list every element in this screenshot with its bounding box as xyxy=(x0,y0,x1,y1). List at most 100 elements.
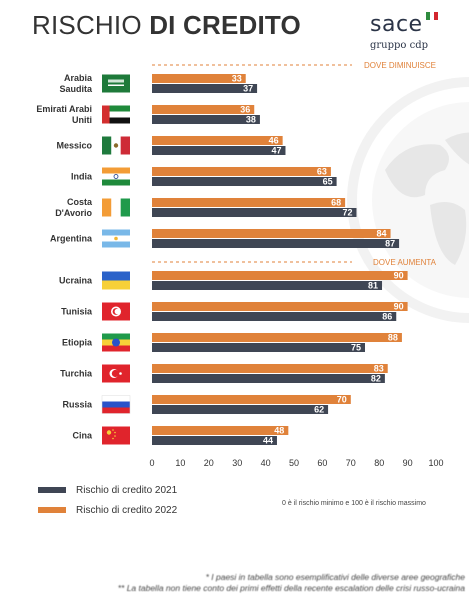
bar-2022 xyxy=(152,167,331,176)
title-light: RISCHIO xyxy=(32,10,142,40)
data-label-2022: 33 xyxy=(232,74,242,84)
bar-2022 xyxy=(152,74,246,83)
bar-2021 xyxy=(152,343,365,352)
x-tick-label: 90 xyxy=(403,458,413,468)
country-label: Ucraina xyxy=(59,276,93,286)
globe-land xyxy=(385,144,449,198)
data-label-2021: 72 xyxy=(342,208,352,218)
italy-flag-icon xyxy=(426,12,438,20)
bar-2021 xyxy=(152,281,383,290)
globe-disc xyxy=(372,102,469,298)
country-label: India xyxy=(71,172,93,182)
chart-legend: Rischio di credito 2021 Rischio di credi… xyxy=(38,482,177,522)
russia-flag-icon xyxy=(101,395,131,414)
data-label-2022: 48 xyxy=(274,426,284,436)
country-label: Arabia Saudita xyxy=(59,73,93,94)
legend-swatch-2022 xyxy=(38,507,66,513)
globe-ring xyxy=(347,77,469,323)
data-label-2021: 38 xyxy=(246,115,256,125)
data-label-2022: 63 xyxy=(317,167,327,177)
bar-2022 xyxy=(152,271,408,280)
section-label: DOVE DIMINUISCE xyxy=(364,61,436,70)
globe-land xyxy=(445,132,469,165)
title-bold: DI CREDITO xyxy=(149,10,301,40)
country-label: Argentina xyxy=(50,234,93,244)
x-tick-label: 0 xyxy=(149,458,154,468)
globe-land xyxy=(430,201,467,265)
uae-flag-icon xyxy=(102,105,130,124)
data-label-2021: 81 xyxy=(368,281,378,291)
bar-2021 xyxy=(152,239,400,248)
x-tick-label: 60 xyxy=(317,458,327,468)
country-label: Tunisia xyxy=(61,307,93,317)
data-label-2022: 83 xyxy=(374,364,384,374)
saudi-arabia-flag-icon xyxy=(102,74,130,93)
bar-2021 xyxy=(152,436,277,445)
globe-icon xyxy=(347,77,469,323)
data-label-2021: 65 xyxy=(323,177,333,187)
data-label-2022: 88 xyxy=(388,333,398,343)
section-label: DOVE AUMENTA xyxy=(373,258,437,267)
data-label-2021: 47 xyxy=(271,146,281,156)
sace-logo: sace gruppo cdp xyxy=(366,10,466,58)
bar-2022 xyxy=(152,395,351,404)
bar-2022 xyxy=(152,364,388,373)
x-tick-label: 30 xyxy=(232,458,242,468)
data-label-2021: 62 xyxy=(314,405,324,415)
data-label-2022: 36 xyxy=(240,105,250,115)
bar-2022 xyxy=(152,105,255,114)
logo-word: sace xyxy=(370,12,423,37)
data-label-2021: 75 xyxy=(351,343,361,353)
country-label: Cina xyxy=(72,431,92,441)
turkey-flag-icon xyxy=(102,364,130,383)
x-tick-label: 70 xyxy=(346,458,356,468)
data-label-2021: 87 xyxy=(385,239,395,249)
china-flag-icon xyxy=(102,426,130,445)
argentina-flag-icon xyxy=(102,229,130,248)
data-label-2021: 37 xyxy=(243,84,253,94)
bar-2021 xyxy=(152,405,329,414)
bar-2022 xyxy=(152,302,408,311)
bar-2022 xyxy=(152,136,283,145)
ivory-coast-flag-icon xyxy=(102,198,130,217)
ethiopia-flag-icon xyxy=(102,333,130,352)
bar-2022 xyxy=(152,333,402,342)
footnote-1: * I paesi in tabella sono esemplificativ… xyxy=(205,572,465,582)
ukraine-flag-icon xyxy=(102,271,130,290)
legend-label-2022: Rischio di credito 2022 xyxy=(76,504,178,516)
x-tick-label: 50 xyxy=(289,458,299,468)
country-label: Russia xyxy=(62,400,93,410)
data-label-2021: 86 xyxy=(382,312,392,322)
footnotes: * I paesi in tabella sono esemplificativ… xyxy=(118,572,465,594)
bar-2021 xyxy=(152,84,258,93)
data-label-2022: 46 xyxy=(269,136,279,146)
x-tick-label: 10 xyxy=(175,458,185,468)
india-flag-icon xyxy=(102,167,130,186)
bar-2022 xyxy=(152,198,346,207)
legend-label-2021: Rischio di credito 2021 xyxy=(76,484,178,496)
mexico-flag-icon xyxy=(102,136,130,155)
page-title: RISCHIO DI CREDITO xyxy=(32,10,301,41)
bar-2021 xyxy=(152,374,385,383)
logo-subtitle: gruppo cdp xyxy=(370,40,429,51)
x-tick-label: 100 xyxy=(428,458,443,468)
data-label-2022: 90 xyxy=(394,302,404,312)
data-label-2021: 82 xyxy=(371,374,381,384)
country-label: Emirati Arabi Uniti xyxy=(36,104,92,125)
country-label: Etiopia xyxy=(62,338,93,348)
bar-2021 xyxy=(152,146,286,155)
legend-item-2022: Rischio di credito 2022 xyxy=(38,502,177,518)
x-tick-label: 40 xyxy=(261,458,271,468)
x-tick-label: 80 xyxy=(374,458,384,468)
bar-2021 xyxy=(152,115,260,124)
bar-2022 xyxy=(152,229,391,238)
bar-2021 xyxy=(152,312,397,321)
x-tick-label: 20 xyxy=(204,458,214,468)
footnote-2: ** La tabella non tiene conto dei primi … xyxy=(117,583,465,593)
legend-item-2021: Rischio di credito 2021 xyxy=(38,482,177,498)
data-label-2021: 44 xyxy=(263,436,273,446)
data-label-2022: 90 xyxy=(394,271,404,281)
bar-2022 xyxy=(152,426,289,435)
tunisia-flag-icon xyxy=(102,302,130,321)
